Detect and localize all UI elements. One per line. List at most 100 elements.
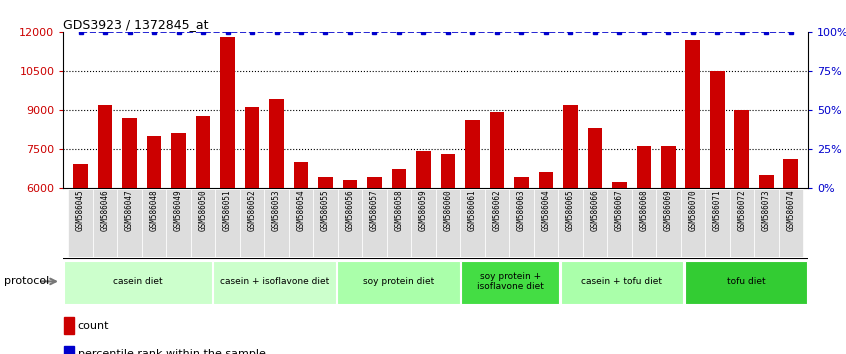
Bar: [93, 189, 118, 257]
Text: GSM586071: GSM586071: [713, 190, 722, 232]
Text: GSM586069: GSM586069: [664, 190, 673, 232]
Bar: [680, 189, 705, 257]
Bar: [343, 180, 357, 343]
Bar: [461, 261, 559, 303]
Text: GSM586061: GSM586061: [468, 190, 477, 232]
Text: GSM586048: GSM586048: [150, 190, 158, 232]
Bar: [754, 189, 778, 257]
Text: GSM586054: GSM586054: [296, 190, 305, 232]
Bar: [118, 189, 142, 257]
Bar: [362, 189, 387, 257]
Bar: [318, 177, 332, 343]
Bar: [411, 189, 436, 257]
Bar: [783, 159, 798, 343]
Text: GSM586060: GSM586060: [443, 190, 453, 232]
Bar: [74, 164, 88, 343]
Bar: [656, 189, 680, 257]
Text: GSM586056: GSM586056: [345, 190, 354, 232]
Bar: [734, 110, 750, 343]
Bar: [392, 170, 406, 343]
Text: GSM586046: GSM586046: [101, 190, 110, 232]
Bar: [171, 133, 186, 343]
Bar: [64, 317, 74, 334]
Text: GSM586064: GSM586064: [541, 190, 551, 232]
Bar: [146, 136, 162, 343]
Bar: [436, 189, 460, 257]
Text: soy protein +
isoflavone diet: soy protein + isoflavone diet: [476, 272, 544, 291]
Text: GSM586070: GSM586070: [689, 190, 697, 232]
Bar: [338, 261, 459, 303]
Text: GSM586074: GSM586074: [786, 190, 795, 232]
Text: percentile rank within the sample: percentile rank within the sample: [78, 349, 266, 354]
Bar: [563, 104, 578, 343]
Text: tofu diet: tofu diet: [727, 277, 765, 286]
Text: GSM586072: GSM586072: [738, 190, 746, 232]
Text: GDS3923 / 1372845_at: GDS3923 / 1372845_at: [63, 18, 209, 31]
Text: GSM586063: GSM586063: [517, 190, 526, 232]
Text: protocol: protocol: [4, 276, 49, 286]
Bar: [122, 118, 137, 343]
Text: GSM586062: GSM586062: [492, 190, 502, 232]
Bar: [367, 177, 382, 343]
Text: GSM586053: GSM586053: [272, 190, 281, 232]
Bar: [778, 189, 803, 257]
Text: GSM586065: GSM586065: [566, 190, 575, 232]
Bar: [509, 189, 534, 257]
Bar: [387, 189, 411, 257]
Bar: [705, 189, 729, 257]
Bar: [561, 261, 683, 303]
Bar: [636, 146, 651, 343]
Bar: [612, 182, 627, 343]
Bar: [583, 189, 607, 257]
Bar: [64, 346, 74, 354]
Bar: [460, 189, 485, 257]
Bar: [313, 189, 338, 257]
Bar: [759, 175, 773, 343]
Text: casein diet: casein diet: [113, 277, 162, 286]
Text: count: count: [78, 321, 109, 331]
Text: GSM586067: GSM586067: [615, 190, 624, 232]
Bar: [244, 107, 260, 343]
Bar: [729, 189, 754, 257]
Text: GSM586068: GSM586068: [640, 190, 648, 232]
Bar: [632, 189, 656, 257]
Text: GSM586049: GSM586049: [174, 190, 183, 232]
Bar: [167, 189, 191, 257]
Text: casein + isoflavone diet: casein + isoflavone diet: [220, 277, 329, 286]
Bar: [213, 261, 336, 303]
Bar: [587, 128, 602, 343]
Text: GSM586066: GSM586066: [591, 190, 599, 232]
Bar: [558, 189, 583, 257]
Bar: [239, 189, 264, 257]
Bar: [195, 116, 211, 343]
Bar: [539, 172, 553, 343]
Text: GSM586045: GSM586045: [76, 190, 85, 232]
Bar: [685, 40, 700, 343]
Text: GSM586055: GSM586055: [321, 190, 330, 232]
Bar: [534, 189, 558, 257]
Bar: [710, 71, 725, 343]
Bar: [338, 189, 362, 257]
Bar: [288, 189, 313, 257]
Text: GSM586058: GSM586058: [394, 190, 404, 232]
Bar: [441, 154, 455, 343]
Bar: [215, 189, 239, 257]
Text: GSM586073: GSM586073: [761, 190, 771, 232]
Bar: [416, 151, 431, 343]
Bar: [485, 189, 509, 257]
Text: casein + tofu diet: casein + tofu diet: [581, 277, 662, 286]
Bar: [684, 261, 807, 303]
Text: soy protein diet: soy protein diet: [363, 277, 434, 286]
Text: GSM586057: GSM586057: [370, 190, 379, 232]
Bar: [661, 146, 676, 343]
Bar: [142, 189, 167, 257]
Text: GSM586059: GSM586059: [419, 190, 428, 232]
Text: GSM586051: GSM586051: [223, 190, 232, 232]
Bar: [69, 189, 93, 257]
Bar: [191, 189, 215, 257]
Bar: [514, 177, 529, 343]
Bar: [294, 162, 308, 343]
Text: GSM586047: GSM586047: [125, 190, 134, 232]
Bar: [607, 189, 632, 257]
Bar: [269, 99, 284, 343]
